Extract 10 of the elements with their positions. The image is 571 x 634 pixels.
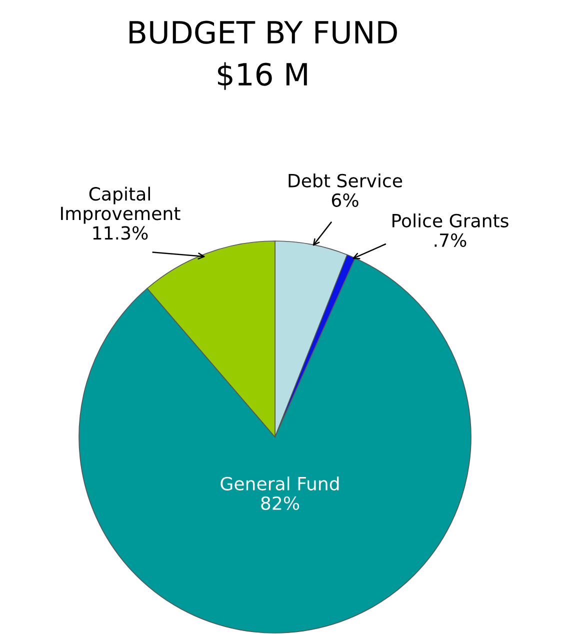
data-label: .7%: [434, 233, 466, 248]
slice-label: Capital Improvement: [61, 186, 180, 224]
data-label: 6%: [332, 193, 358, 208]
chart-title: BUDGET BY FUND: [130, 20, 397, 44]
slice-label: General Fund: [220, 476, 339, 490]
slice-label: Debt Service: [288, 173, 402, 188]
data-label: 11.3%: [93, 226, 148, 240]
slice-label: Police Grants: [392, 213, 508, 228]
chart-subtitle: $16 M: [218, 62, 307, 90]
data-label: 82%: [261, 496, 300, 510]
